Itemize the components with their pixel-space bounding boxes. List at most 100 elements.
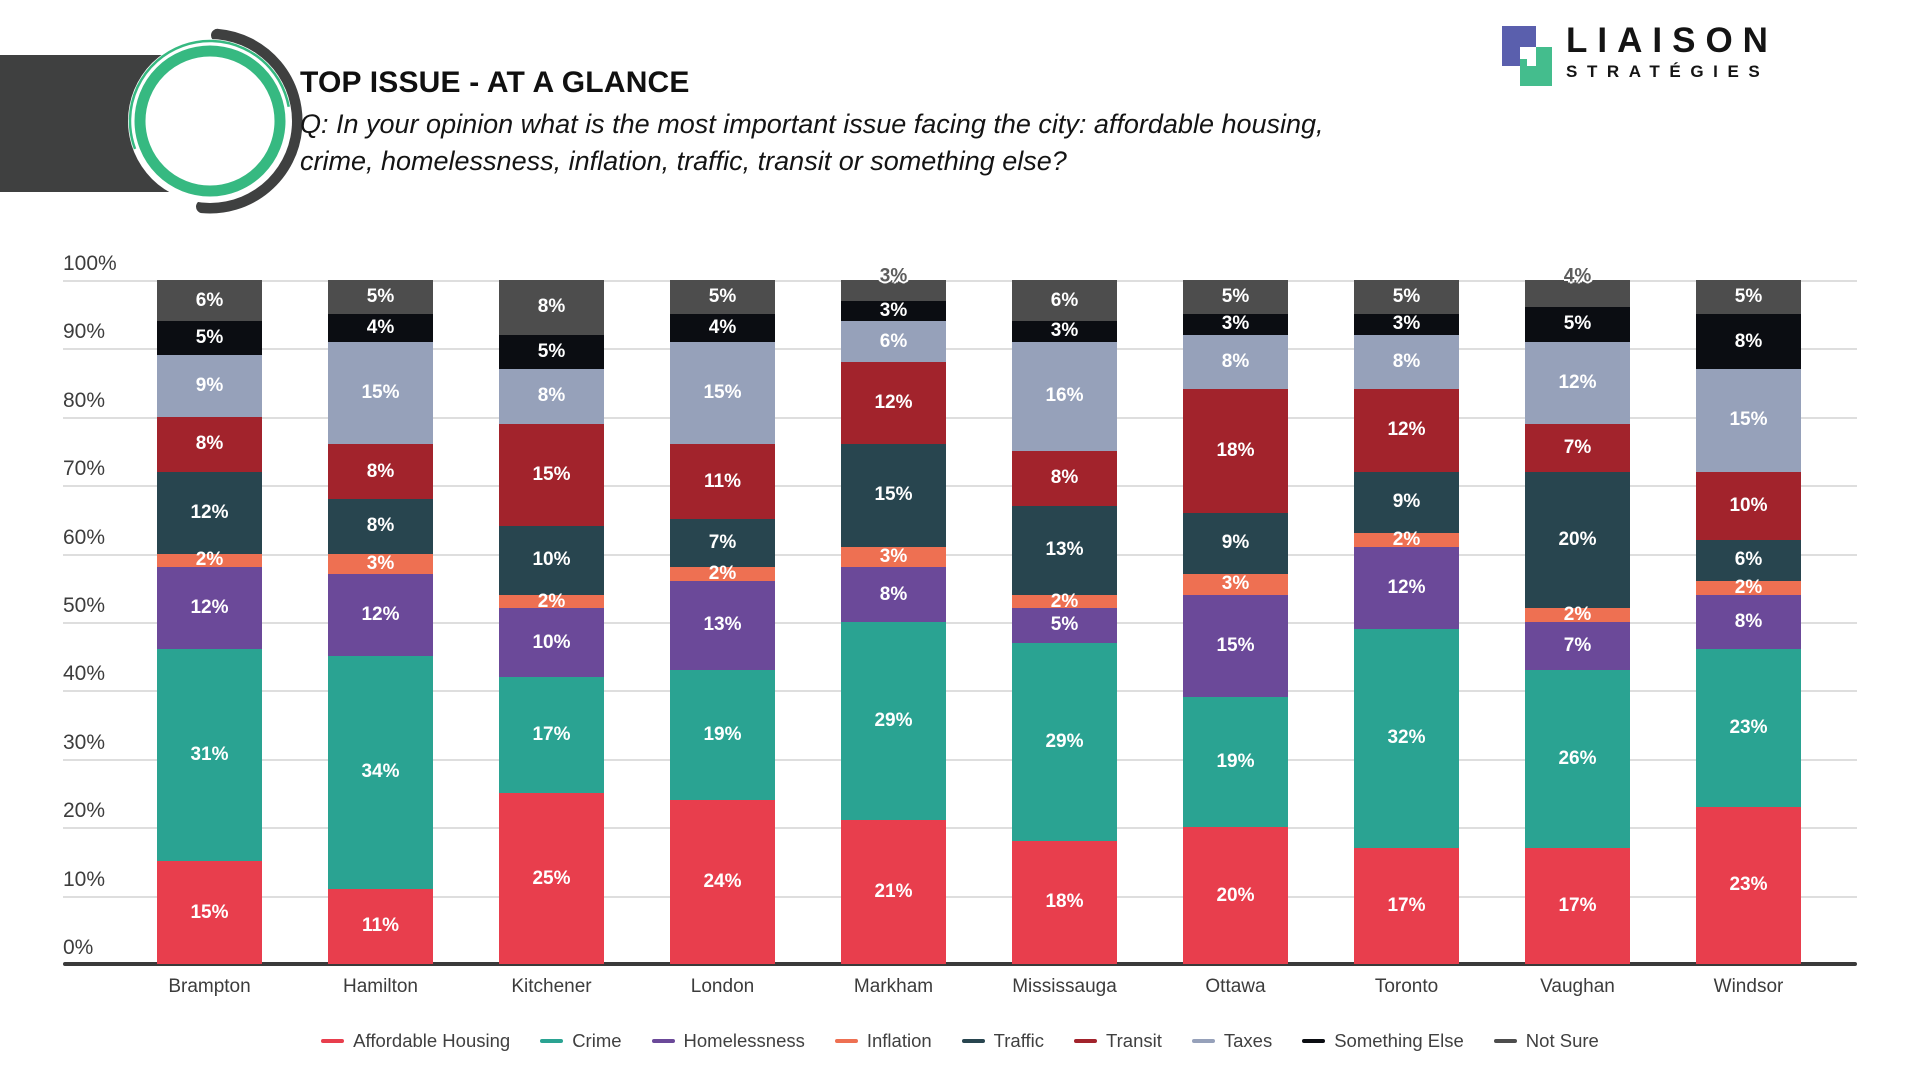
bar-toronto: 17% 32% 12% 2% 9% 12% 8% 3% 5% Toronto xyxy=(1354,280,1459,997)
segment-crime xyxy=(499,676,604,793)
bar-ottawa: 20% 19% 15% 3% 9% 18% 8% 3% 5% Ottawa xyxy=(1183,280,1288,997)
segment-transit xyxy=(157,416,262,472)
segment-traffic xyxy=(499,526,604,595)
segment-transit xyxy=(1354,389,1459,472)
segment-transit xyxy=(1696,471,1801,540)
logo-dark-arc xyxy=(196,28,303,214)
segment-inflation xyxy=(1696,580,1801,595)
segment-traffic xyxy=(670,519,775,568)
x-category-label: Ottawa xyxy=(1205,976,1266,997)
segment-not-sure xyxy=(1354,280,1459,315)
legend-swatch-icon xyxy=(651,1039,675,1043)
segment-homelessness xyxy=(157,567,262,650)
bar-stack-markham: 21% 29% 8% 3% 15% 12% 6% 3% 3% xyxy=(841,266,946,964)
legend-label: Homelessness xyxy=(683,1030,805,1051)
segment-transit xyxy=(328,444,433,499)
gridline-40 xyxy=(63,690,1857,693)
bar-stack-vaughan: 17% 26% 7% 2% 20% 7% 12% 5% 4% xyxy=(1525,266,1630,964)
bar-markham: 21% 29% 8% 3% 15% 12% 6% 3% 3% Markham xyxy=(841,266,946,997)
segment-homelessness xyxy=(670,580,775,670)
y-tick-label-20: 20% xyxy=(63,799,106,823)
legend-label: Affordable Housing xyxy=(353,1030,511,1051)
segment-something-else xyxy=(157,321,262,356)
gridline-10 xyxy=(63,895,1857,898)
segment-taxes xyxy=(841,321,946,363)
bar-windsor: 23% 23% 8% 2% 6% 10% 15% 8% 5% Windsor xyxy=(1696,280,1801,997)
bar-stack-mississauga: 18% 29% 5% 2% 13% 8% 16% 3% 6% xyxy=(1012,280,1117,964)
x-axis-line xyxy=(63,962,1857,966)
segment-something-else xyxy=(499,334,604,369)
segment-taxes xyxy=(499,368,604,424)
segment-taxes xyxy=(1525,341,1630,424)
x-category-label: Mississauga xyxy=(1012,976,1117,997)
segment-inflation xyxy=(499,594,604,609)
legend-swatch-icon xyxy=(321,1039,345,1043)
gridline-60 xyxy=(63,553,1857,556)
segment-homelessness xyxy=(328,574,433,657)
segment-crime xyxy=(157,649,262,862)
segment-homelessness xyxy=(499,608,604,677)
segment-transit xyxy=(1012,451,1117,506)
legend-swatch-icon xyxy=(1493,1039,1517,1043)
segment-affordable-housing xyxy=(1354,847,1459,964)
legend-item-transit: Transit xyxy=(1074,1030,1162,1052)
legend-item-inflation: Inflation xyxy=(834,1030,932,1052)
segment-inflation xyxy=(1012,594,1117,609)
segment-affordable-housing xyxy=(1525,847,1630,964)
segment-crime xyxy=(841,622,946,821)
segment-traffic xyxy=(841,444,946,547)
x-category-label: Toronto xyxy=(1374,976,1439,997)
segment-affordable-housing xyxy=(1696,806,1801,964)
segment-something-else xyxy=(1696,314,1801,369)
segment-transit xyxy=(670,444,775,520)
y-tick-label-100: 100% xyxy=(63,252,117,275)
x-category-label: Hamilton xyxy=(343,976,418,997)
y-tick-label-50: 50% xyxy=(63,594,106,617)
segment-traffic xyxy=(1525,471,1630,609)
logo-green-ring xyxy=(134,45,286,197)
segment-inflation xyxy=(1354,533,1459,547)
segment-crime xyxy=(1012,642,1117,841)
segment-not-sure xyxy=(670,280,775,315)
segment-something-else xyxy=(1525,307,1630,342)
bar-london: 24% 19% 13% 2% 7% 11% 15% 4% 5% London xyxy=(670,280,775,997)
gridline-100 xyxy=(63,280,1857,282)
segment-inflation xyxy=(670,567,775,581)
segment-crime xyxy=(1354,628,1459,848)
y-tick-label-90: 90% xyxy=(63,320,106,344)
x-category-label: Kitchener xyxy=(511,976,592,997)
segment-something-else xyxy=(1354,314,1459,335)
survey-question: Q: In your opinion what is the most impo… xyxy=(300,106,1324,180)
segment-affordable-housing xyxy=(499,793,604,964)
segment-transit xyxy=(499,423,604,527)
y-tick-label-30: 30% xyxy=(63,730,106,754)
segment-homelessness xyxy=(1525,622,1630,670)
segment-affordable-housing xyxy=(328,888,433,964)
segment-not-sure xyxy=(1696,280,1801,315)
segment-affordable-housing xyxy=(670,799,775,964)
segment-affordable-housing xyxy=(1183,827,1288,964)
legend-item-taxes: Taxes xyxy=(1191,1030,1272,1052)
segment-something-else xyxy=(1012,321,1117,342)
segment-taxes xyxy=(328,341,433,445)
segment-not-sure xyxy=(1525,280,1630,308)
gridline-90 xyxy=(63,348,1857,351)
legend-label: Crime xyxy=(572,1030,622,1051)
gridline-80 xyxy=(63,416,1857,419)
segment-homelessness xyxy=(841,567,946,622)
legend-swatch-icon xyxy=(834,1039,858,1043)
brand-squares-icon xyxy=(1502,26,1552,86)
segment-crime xyxy=(1183,697,1288,828)
segment-affordable-housing xyxy=(1012,840,1117,964)
segment-taxes xyxy=(1696,368,1801,472)
legend-label: Not Sure xyxy=(1525,1030,1599,1051)
segment-not-sure xyxy=(157,280,262,322)
segment-taxes xyxy=(1354,334,1459,390)
segment-not-sure xyxy=(1183,280,1288,315)
segment-traffic xyxy=(1183,512,1288,575)
legend-item-affordable-housing: Affordable Housing xyxy=(321,1030,510,1052)
segment-affordable-housing xyxy=(841,820,946,964)
segment-taxes xyxy=(670,341,775,445)
x-category-label: Brampton xyxy=(168,976,251,997)
